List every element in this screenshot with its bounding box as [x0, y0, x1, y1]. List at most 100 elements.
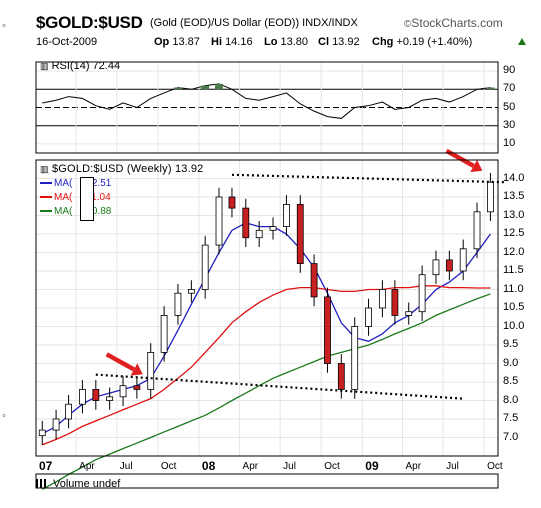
candle-up [52, 418, 60, 431]
rsi-overbought-fill [486, 87, 495, 90]
rsi-line [42, 83, 491, 119]
rsi-overbought-fill [173, 87, 182, 90]
candle-down [228, 196, 236, 209]
ma-legend-green: MA(10.88 [40, 206, 111, 217]
time-tick-label: 08 [201, 459, 216, 473]
candle-up [147, 351, 155, 390]
rsi-grid [36, 70, 498, 145]
time-tick-label: 09 [365, 459, 379, 473]
candle-up [215, 196, 223, 246]
time-tick-label: Apr [79, 461, 95, 472]
candle-down [133, 385, 141, 390]
candle-up [65, 403, 72, 420]
price-tick-label: 7.5 [503, 412, 519, 424]
ma-legend-red: MA(11.04 [40, 192, 111, 203]
candle-down [310, 263, 318, 298]
price-tick-label: 8.0 [503, 393, 519, 406]
chart-subtitle: (Gold (EOD)/US Dollar (EOD)) INDX/INDX [150, 17, 358, 29]
rsi-panel-frame [35, 61, 499, 154]
rsi-tick-label: 70 [503, 82, 516, 95]
candle-up [79, 388, 86, 405]
price-tick-label: 14.0 [503, 171, 525, 184]
time-tick-label: Jul [119, 461, 133, 472]
candle-up [487, 181, 494, 213]
rsi-label: ▥ RSI(14) 72.44 [40, 60, 121, 72]
trendline-layer [95, 173, 505, 400]
rsi-icon: ▥ [40, 61, 49, 71]
ma-line-blue [41, 222, 491, 435]
rsi-tick-label: 10 [503, 136, 516, 149]
volume-icon [36, 479, 50, 488]
candle-up [106, 396, 114, 401]
close-quote: Cl 13.92 [318, 36, 360, 48]
candle-up [418, 274, 426, 313]
candle-up [351, 326, 359, 390]
time-tick-label: Jul [446, 461, 459, 472]
candle-up [378, 289, 386, 309]
price-tick-label: 13.0 [503, 208, 525, 221]
candle-down [92, 388, 100, 401]
candle-down [337, 363, 345, 390]
time-tick-label: Apr [242, 461, 259, 472]
time-tick-label: Jul [283, 461, 296, 472]
trendline-lower [95, 373, 464, 400]
candle-up [255, 229, 263, 239]
price-grid [35, 62, 498, 456]
red-arrow-shaft-1 [105, 352, 136, 372]
copyright-icon: © [404, 19, 412, 30]
price-tick-label: 13.5 [503, 190, 525, 202]
candle-up [187, 289, 195, 294]
price-tick-label: 10.5 [503, 301, 525, 313]
price-tick-label: 7.0 [503, 430, 519, 443]
panel-frames [35, 61, 499, 489]
time-tick-label: Oct [160, 461, 177, 472]
candle-up [119, 385, 127, 398]
rsi-overbought-fill [201, 85, 210, 90]
rsi-tick-label: 30 [503, 118, 516, 131]
open-quote: Op 13.87 [154, 36, 200, 48]
time-tick-label: Apr [405, 461, 422, 472]
candle-up [174, 292, 182, 316]
candle-up [432, 259, 440, 276]
ma-red-swatch [40, 196, 52, 199]
ma-legend-blue: MA(12.51 [40, 178, 111, 189]
high-quote: Hi 14.16 [211, 36, 253, 48]
change-quote: Chg +0.19 (+1.40%) [372, 36, 473, 48]
ma-green-swatch [40, 210, 52, 213]
candle-up [38, 429, 46, 437]
price-tick-label: 9.5 [503, 338, 519, 350]
candle-down [296, 203, 304, 264]
rsi-tick-label: 50 [503, 100, 516, 113]
candle-down [445, 259, 453, 272]
candle-down [242, 207, 250, 239]
candle-up [473, 211, 481, 250]
brand-label[interactable]: ©StockCharts.com [404, 16, 503, 30]
low-quote: Lo 13.80 [264, 36, 309, 48]
red-arrow-head-2 [470, 159, 483, 173]
ma-blue-swatch [40, 182, 52, 185]
volume-label: Volume undef [36, 478, 120, 490]
brand-text: StockCharts.com [411, 16, 503, 30]
candle-up [405, 311, 413, 316]
price-tick-label: 11.5 [503, 264, 524, 276]
rsi-tick-label: 90 [503, 64, 516, 77]
candle-up [459, 248, 467, 272]
rsi-layer [42, 83, 495, 119]
change-up-icon [518, 38, 526, 45]
price-series-icon: ▥ [40, 164, 49, 174]
price-label: ▥ $GOLD:$USD (Weekly) 13.92 [40, 163, 204, 175]
candle-up [160, 314, 168, 353]
left-edge-marker-top: ◦ [2, 20, 6, 32]
rsi-overbought-fill [215, 83, 224, 90]
price-tick-label: 12.0 [503, 245, 525, 258]
price-layer [38, 172, 494, 445]
candle-up [269, 226, 277, 231]
price-tick-label: 8.5 [503, 375, 519, 387]
ma-line-red [42, 285, 491, 446]
candle-up [201, 244, 209, 290]
candle-up [283, 203, 290, 227]
time-tick-label: Oct [324, 461, 340, 472]
candle-down [324, 296, 331, 364]
quote-date: 16-Oct-2009 [36, 36, 98, 48]
